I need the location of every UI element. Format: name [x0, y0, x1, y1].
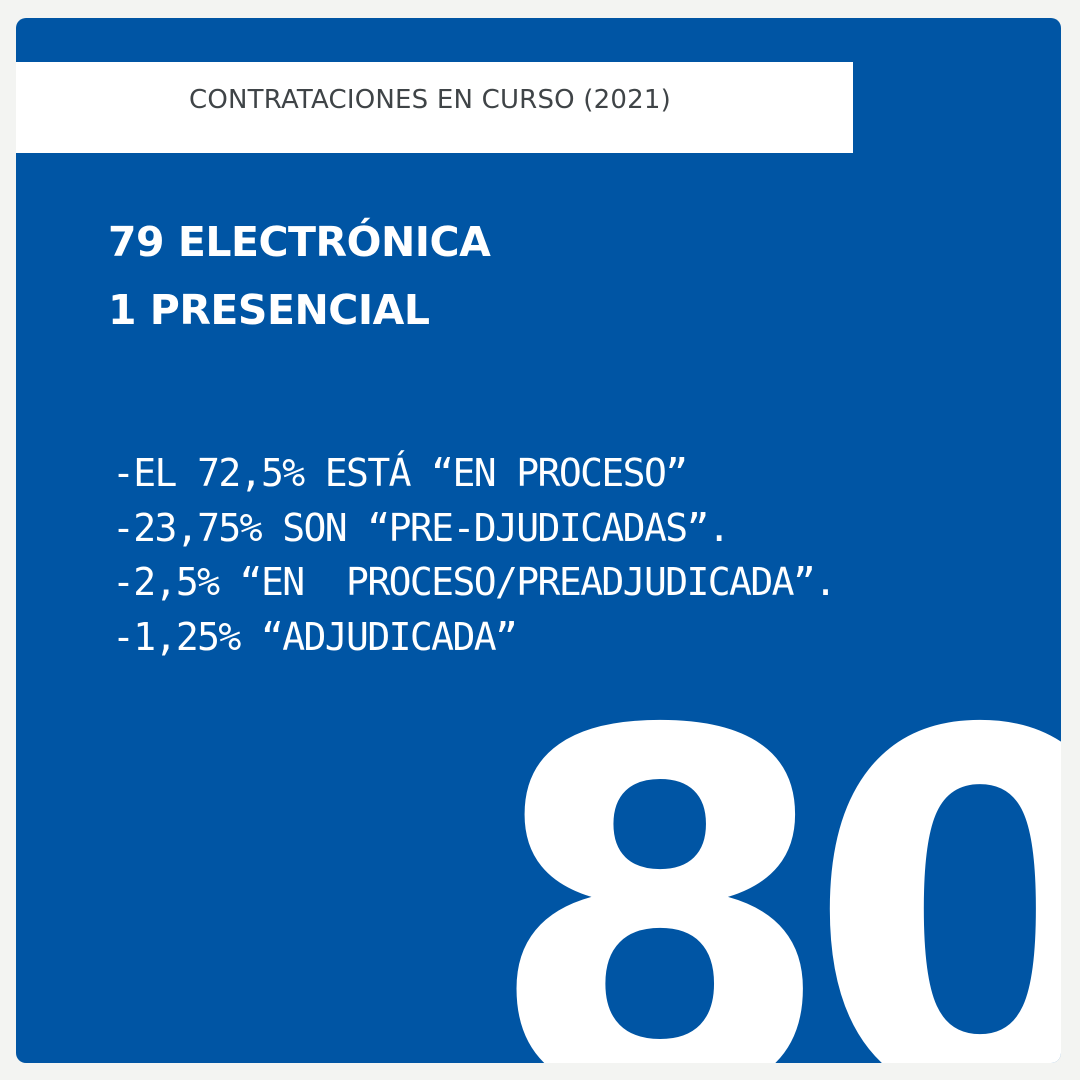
details-list: -EL 72,5% ESTÁ “EN PROCESO” -23,75% SON … [112, 446, 837, 664]
header-title: CONTRATACIONES EN CURSO (2021) [189, 85, 671, 115]
total-number: 80 [486, 627, 1061, 1063]
header-bar: CONTRATACIONES EN CURSO (2021) [16, 62, 853, 153]
detail-item: -1,25% “ADJUDICADA” [112, 614, 518, 659]
headline-in-person: 1 PRESENCIAL [108, 286, 430, 334]
headline-electronic: 79 ELECTRÓNICA [108, 218, 491, 266]
detail-item: -2,5% “EN PROCESO/PREADJUDICADA”. [112, 560, 837, 604]
detail-item: -23,75% SON “PRE-DJUDICADAS”. [112, 505, 731, 550]
info-card: CONTRATACIONES EN CURSO (2021) 79 ELECTR… [16, 18, 1061, 1063]
detail-item: -EL 72,5% ESTÁ “EN PROCESO” [112, 451, 688, 495]
